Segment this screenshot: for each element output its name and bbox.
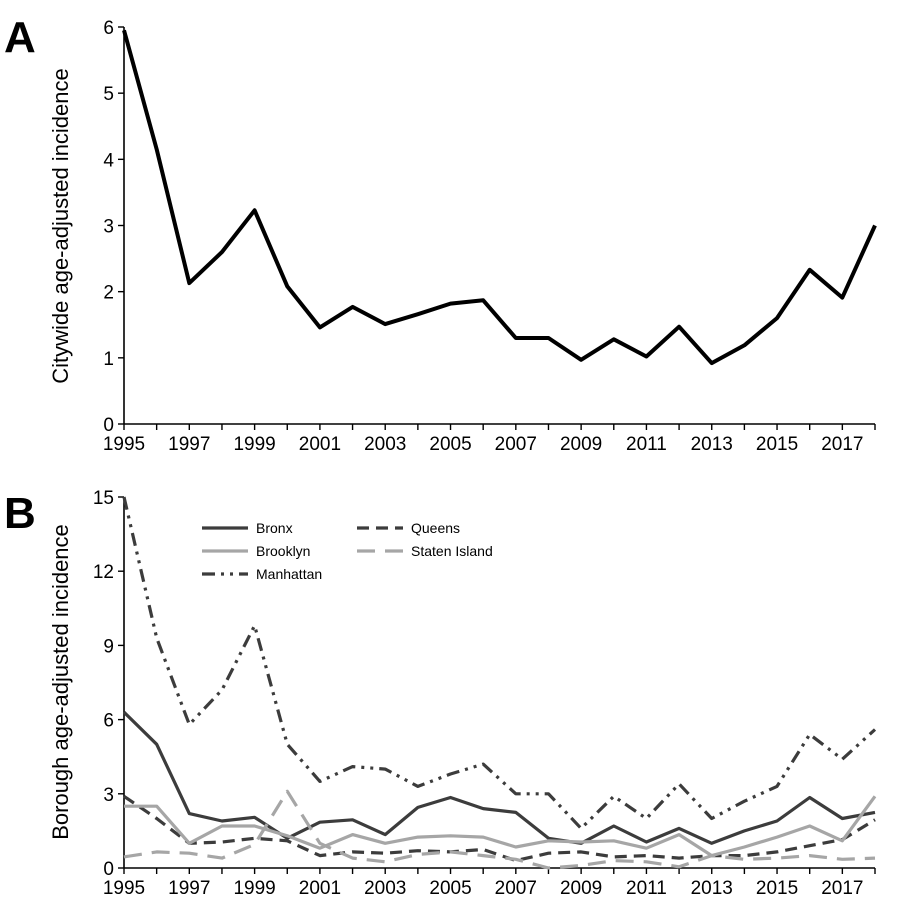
panel-a-y-tick-label: 0 [103,415,114,436]
panel-a-x-tick-label: 2017 [821,434,863,455]
panel-b-x-tick-label: 2011 [626,878,667,899]
legend-label-brooklyn: Brooklyn [256,543,310,559]
panel-a-series [122,29,877,366]
panel-b-y-tick-label: 12 [93,562,114,583]
panel-a-x-tick-label: 2009 [560,434,602,455]
panel-b-chart: B Borough age-adjusted incidence 0 3 6 9 12 1… [4,488,877,899]
panel-b-x-tick-label: 2003 [364,878,406,899]
panel-a-chart: A Citywide age-adjusted incidence 0 1 2 3 4 5… [4,13,877,455]
panel-b-y-tick-label: 3 [103,785,114,806]
panel-b-axes: 0 3 6 9 12 15 1995 1997 1999 2001 2003 2005 2007 2009… [93,488,876,899]
panel-b-x-tick-label: 2017 [821,878,863,899]
panel-b-series-line-queens [123,794,876,863]
legend-label-staten-island: Staten Island [411,543,493,559]
panel-b-x-tick-label: 2007 [495,878,537,899]
panel-a-x-tick-label: 1995 [103,434,145,455]
panel-b-label: B [4,489,36,538]
panel-a-series-line [122,29,877,366]
panel-a-y-tick-label: 1 [103,349,114,370]
panel-a-label: A [4,13,36,62]
legend-label-manhattan: Manhattan [256,566,322,582]
panel-a-y-tick-label: 6 [103,18,114,39]
panel-b-y-axis-title: Borough age-adjusted incidence [48,524,73,840]
panel-b-x-tick-label: 1999 [233,878,275,899]
panel-b-y-tick-label: 0 [103,859,114,880]
panel-a-x-tick-label: 2005 [429,434,471,455]
legend-label-queens: Queens [411,520,460,536]
panel-a-x-tick-label: 2011 [626,434,667,455]
panel-b-x-tick-label: 2009 [560,878,602,899]
panel-b-y-tick-label: 15 [93,488,114,509]
panel-a-axes: 0 1 2 3 4 5 6 1995 1997 1999 2001 2003 2005 2007 2009 2… [103,18,876,455]
panel-b-x-tick-label: 2015 [756,878,798,899]
panel-b-x-tick-label: 2013 [691,878,733,899]
panel-b-x-tick-label: 2005 [429,878,471,899]
panel-a-y-axis-title: Citywide age-adjusted incidence [48,68,73,384]
panel-b-y-tick-label: 6 [103,711,114,732]
panel-a-y-tick-label: 4 [103,150,114,171]
panel-a-x-tick-label: 2007 [495,434,537,455]
panel-a-y-tick-label: 3 [103,217,114,238]
panel-b-x-tick-label: 2001 [299,878,341,899]
panel-a-x-tick-label: 2013 [691,434,733,455]
panel-b-series-line-brooklyn [124,795,877,858]
panel-b-series-line-manhattan [122,496,877,831]
panel-a-y-tick-label: 2 [103,283,114,304]
panel-a-y-tick-label: 5 [103,84,114,105]
legend: Bronx Queens Brooklyn Staten Island Manhatta… [202,520,493,582]
panel-b-series [122,496,877,870]
panel-a-x-tick-label: 2001 [299,434,341,455]
panel-a-x-tick-label: 2015 [756,434,798,455]
panel-a-x-tick-label: 1997 [168,434,210,455]
panel-b-y-tick-label: 9 [103,636,114,657]
panel-a-x-tick-label: 1999 [233,434,275,455]
panel-b-x-tick-label: 1997 [168,878,210,899]
legend-label-bronx: Bronx [256,520,293,536]
panel-b-series-line-bronx [122,711,876,845]
panel-a-x-tick-label: 2003 [364,434,406,455]
panel-b-x-tick-label: 1995 [103,878,145,899]
panel-b-series-line-staten-island [123,789,876,870]
